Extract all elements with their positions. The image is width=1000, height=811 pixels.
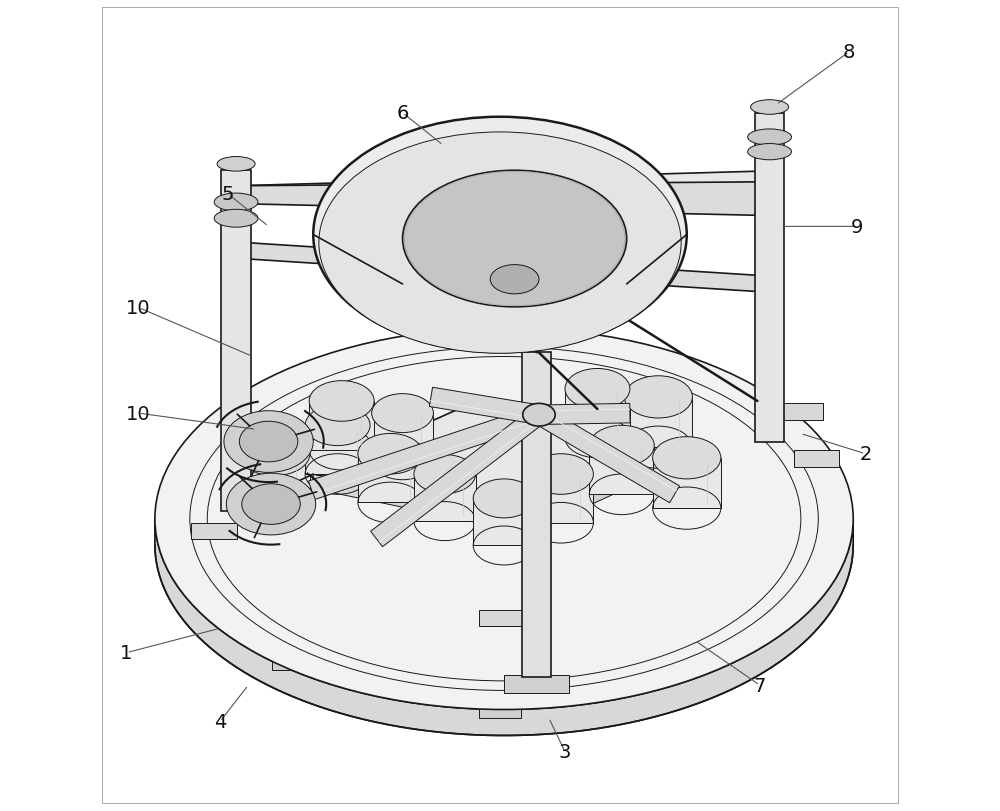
Ellipse shape (565, 369, 630, 410)
Polygon shape (539, 404, 630, 425)
Polygon shape (565, 389, 630, 438)
Bar (794, 451, 839, 467)
Bar (504, 676, 569, 693)
Polygon shape (755, 114, 784, 442)
Polygon shape (313, 474, 528, 534)
Polygon shape (522, 353, 551, 677)
Text: 6: 6 (396, 104, 409, 123)
Polygon shape (528, 450, 679, 534)
Ellipse shape (319, 133, 681, 354)
Polygon shape (313, 406, 679, 519)
Ellipse shape (358, 434, 423, 474)
Polygon shape (473, 499, 535, 546)
Ellipse shape (155, 328, 853, 710)
Polygon shape (429, 388, 541, 425)
Text: 2: 2 (859, 444, 872, 464)
Ellipse shape (214, 194, 258, 212)
Ellipse shape (242, 484, 300, 525)
Polygon shape (309, 401, 374, 450)
Polygon shape (246, 243, 779, 294)
Text: 1: 1 (120, 643, 133, 663)
Polygon shape (239, 454, 310, 507)
Ellipse shape (414, 455, 476, 494)
Ellipse shape (313, 118, 687, 353)
Text: 8: 8 (843, 43, 855, 62)
Ellipse shape (653, 437, 721, 479)
Text: 5: 5 (222, 185, 234, 204)
Ellipse shape (226, 474, 316, 535)
Ellipse shape (523, 404, 555, 427)
Ellipse shape (214, 210, 258, 228)
Text: 4: 4 (214, 712, 226, 732)
Bar (490, 608, 510, 706)
Polygon shape (155, 519, 853, 736)
Ellipse shape (473, 479, 535, 518)
Bar (368, 584, 388, 669)
Polygon shape (534, 407, 680, 503)
Polygon shape (528, 474, 593, 523)
Ellipse shape (217, 157, 255, 172)
Bar (357, 669, 399, 682)
Bar (681, 560, 701, 657)
Polygon shape (309, 406, 542, 500)
Ellipse shape (239, 432, 310, 476)
Text: 3: 3 (559, 742, 571, 762)
Polygon shape (305, 426, 370, 474)
Bar (778, 404, 823, 420)
Polygon shape (236, 182, 779, 217)
Ellipse shape (372, 394, 433, 433)
Polygon shape (653, 458, 721, 508)
Ellipse shape (403, 171, 627, 307)
Polygon shape (414, 474, 476, 521)
Ellipse shape (624, 376, 692, 418)
Ellipse shape (309, 381, 374, 422)
Text: 9: 9 (851, 217, 863, 237)
Polygon shape (236, 172, 779, 196)
Ellipse shape (748, 130, 792, 146)
Bar (670, 657, 712, 670)
Ellipse shape (528, 454, 593, 495)
Ellipse shape (589, 426, 654, 466)
Ellipse shape (751, 101, 789, 115)
Text: 10: 10 (126, 404, 151, 423)
Bar (191, 523, 237, 539)
Polygon shape (371, 407, 545, 547)
Bar (479, 706, 521, 719)
Ellipse shape (305, 406, 370, 446)
Polygon shape (372, 414, 433, 461)
Polygon shape (624, 397, 692, 448)
Bar (272, 657, 314, 670)
Polygon shape (226, 187, 246, 365)
Ellipse shape (748, 144, 792, 161)
Ellipse shape (239, 422, 298, 462)
Polygon shape (589, 446, 654, 495)
Text: 10: 10 (126, 298, 151, 318)
Polygon shape (313, 406, 468, 489)
Bar (283, 560, 303, 657)
Ellipse shape (224, 411, 313, 473)
Bar (479, 610, 524, 626)
Polygon shape (358, 454, 423, 503)
Text: 7: 7 (754, 676, 766, 695)
Ellipse shape (490, 265, 539, 294)
Polygon shape (221, 170, 251, 511)
